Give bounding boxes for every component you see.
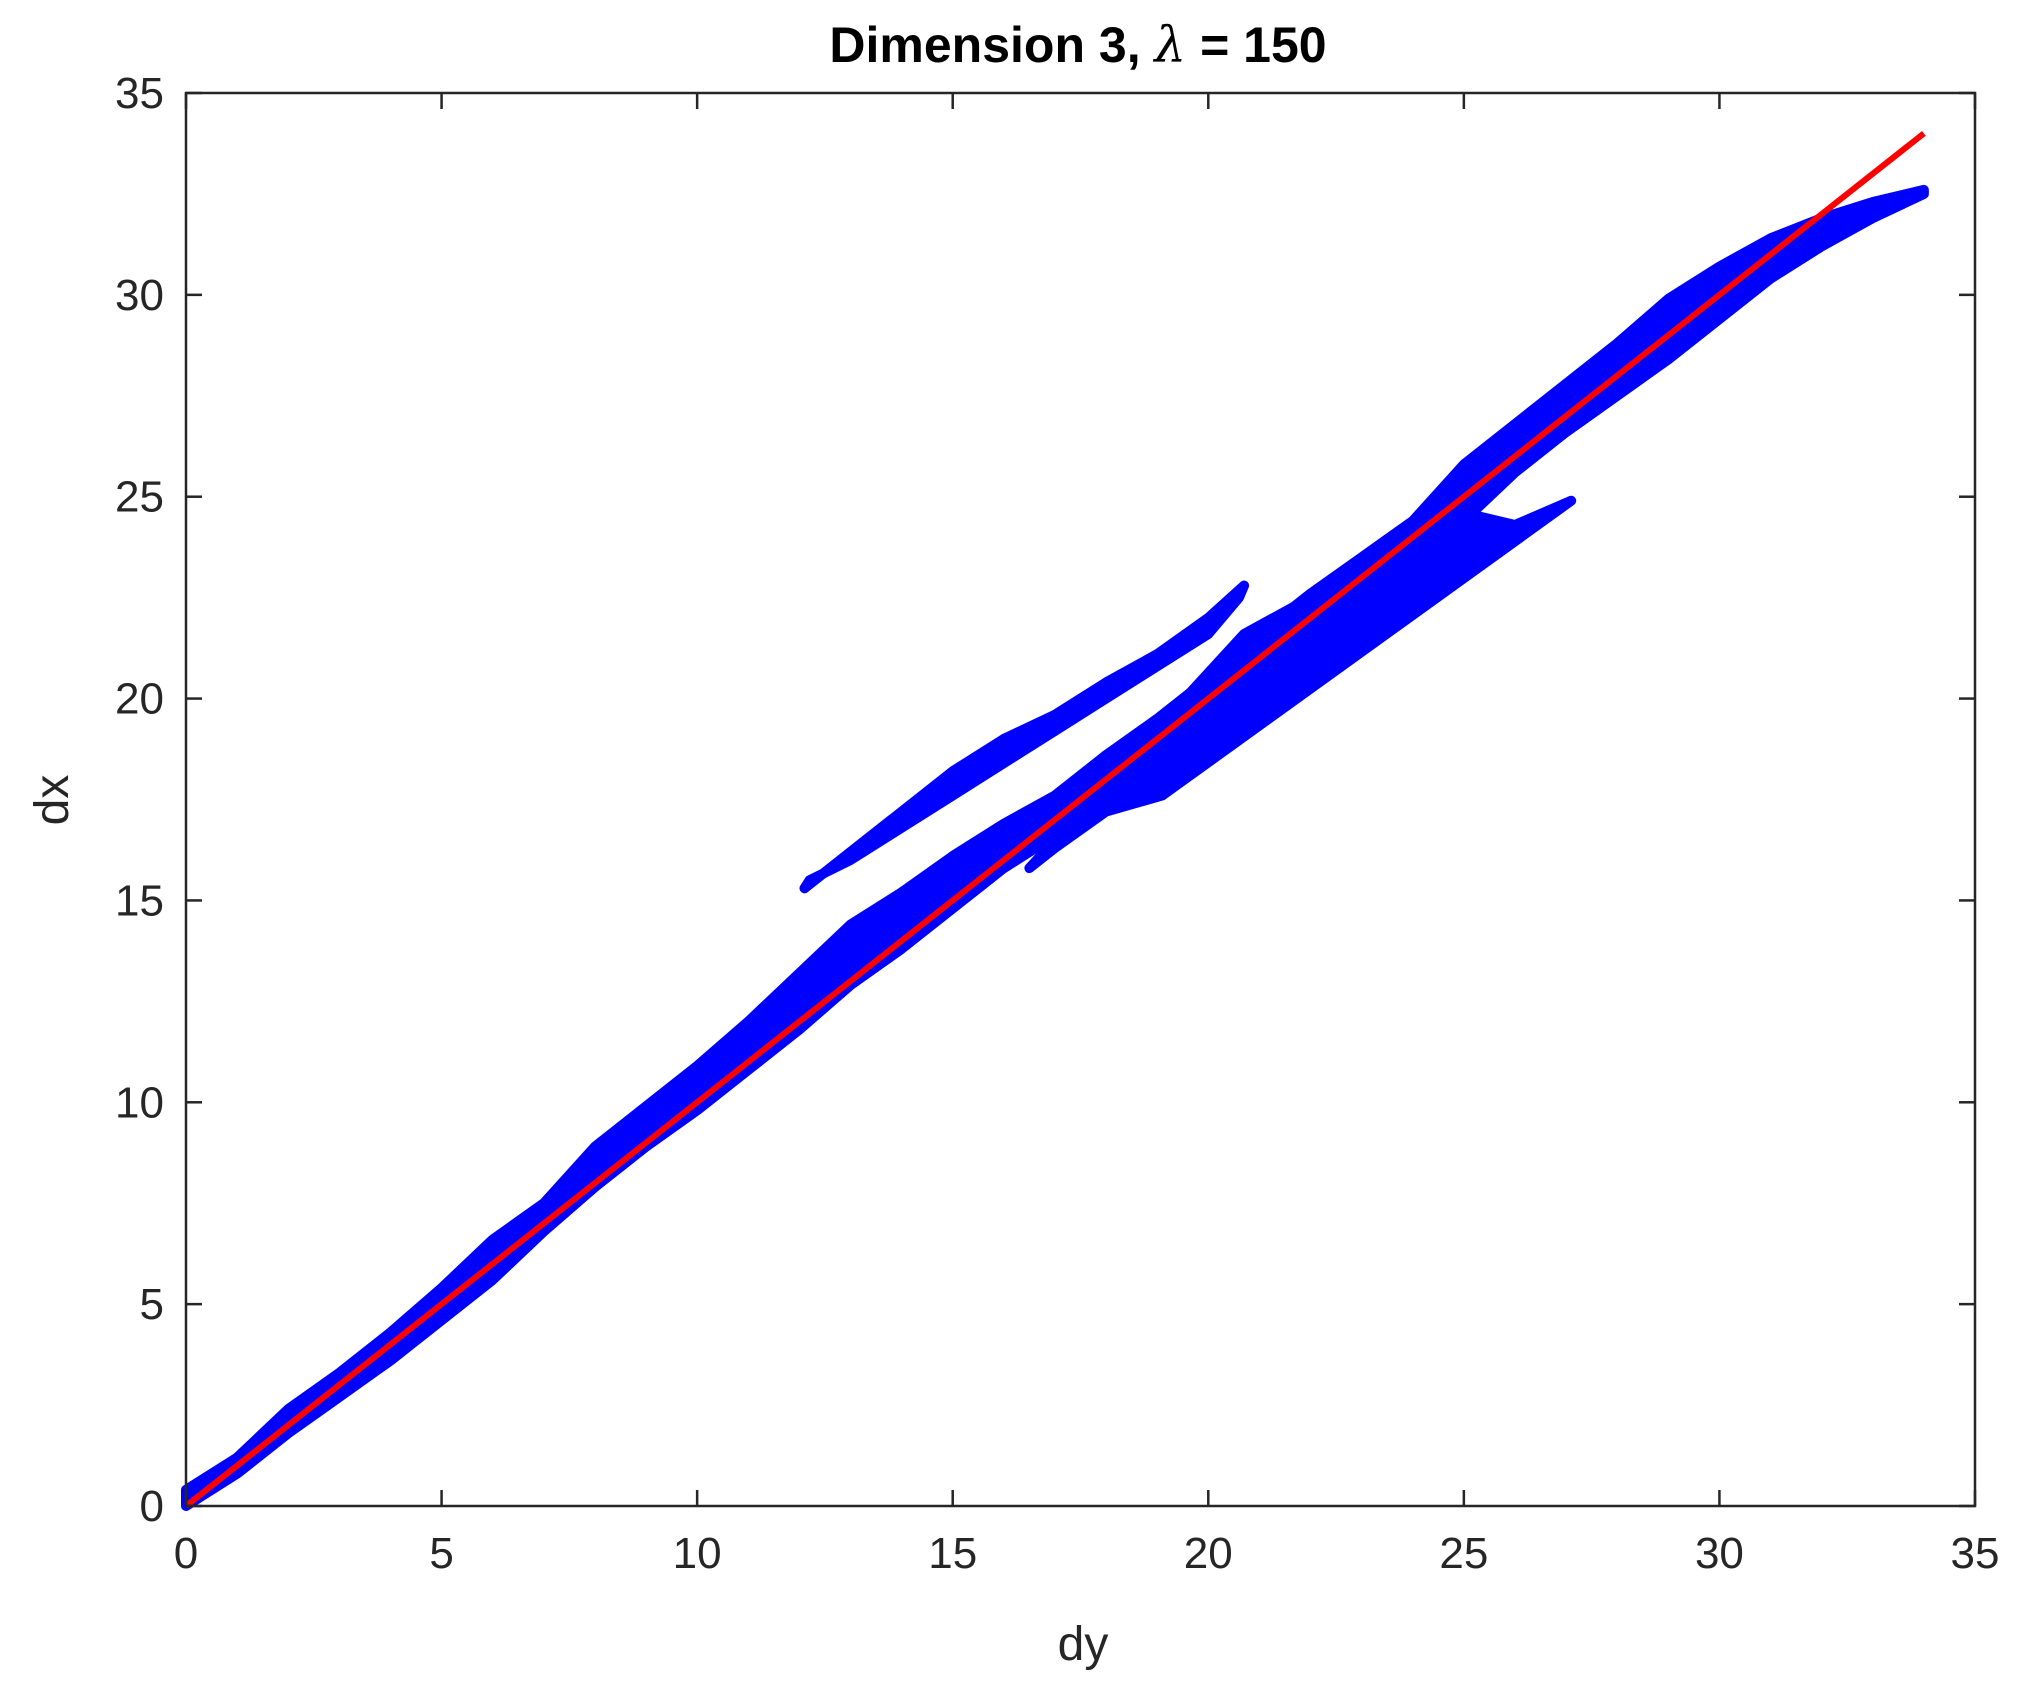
y-tick-label: 10 [115, 1078, 164, 1127]
x-tick-label: 15 [928, 1529, 977, 1578]
y-axis-label: dx [26, 775, 79, 826]
scatter-band [181, 184, 1929, 1511]
y-tick-label: 35 [115, 69, 164, 118]
title-lambda-symbol: λ [1152, 16, 1186, 74]
fit-line-group [184, 131, 1926, 1509]
scatter-band [799, 580, 1250, 894]
x-axis: 0 5 10 15 20 25 30 35 [174, 93, 2000, 1578]
plot-frame [184, 91, 1977, 1508]
x-tick-label: 0 [174, 1529, 198, 1578]
x-axis-label: dy [1058, 1618, 1109, 1671]
y-axis: 0 5 10 15 20 25 30 35 [115, 69, 1975, 1531]
y-tick-label: 20 [115, 675, 164, 724]
y-tick-label: 0 [140, 1482, 164, 1531]
x-tick-label: 25 [1439, 1529, 1488, 1578]
title-suffix: = 150 [1186, 17, 1326, 73]
y-tick-label: 25 [115, 473, 164, 522]
chart-title: Dimension 3, λ = 150 [829, 16, 1326, 74]
y-tick-label: 15 [115, 876, 164, 925]
fit-line [184, 131, 1926, 1509]
x-tick-label: 5 [429, 1529, 453, 1578]
title-prefix: Dimension 3, [829, 17, 1154, 73]
x-tick-label: 35 [1951, 1529, 2000, 1578]
scatter-cloud [181, 184, 1929, 1511]
x-tick-label: 20 [1184, 1529, 1233, 1578]
x-tick-label: 10 [673, 1529, 722, 1578]
y-tick-label: 30 [115, 271, 164, 320]
y-tick-label: 5 [140, 1280, 164, 1329]
x-tick-label: 30 [1695, 1529, 1744, 1578]
scatter-band [1024, 495, 1577, 874]
